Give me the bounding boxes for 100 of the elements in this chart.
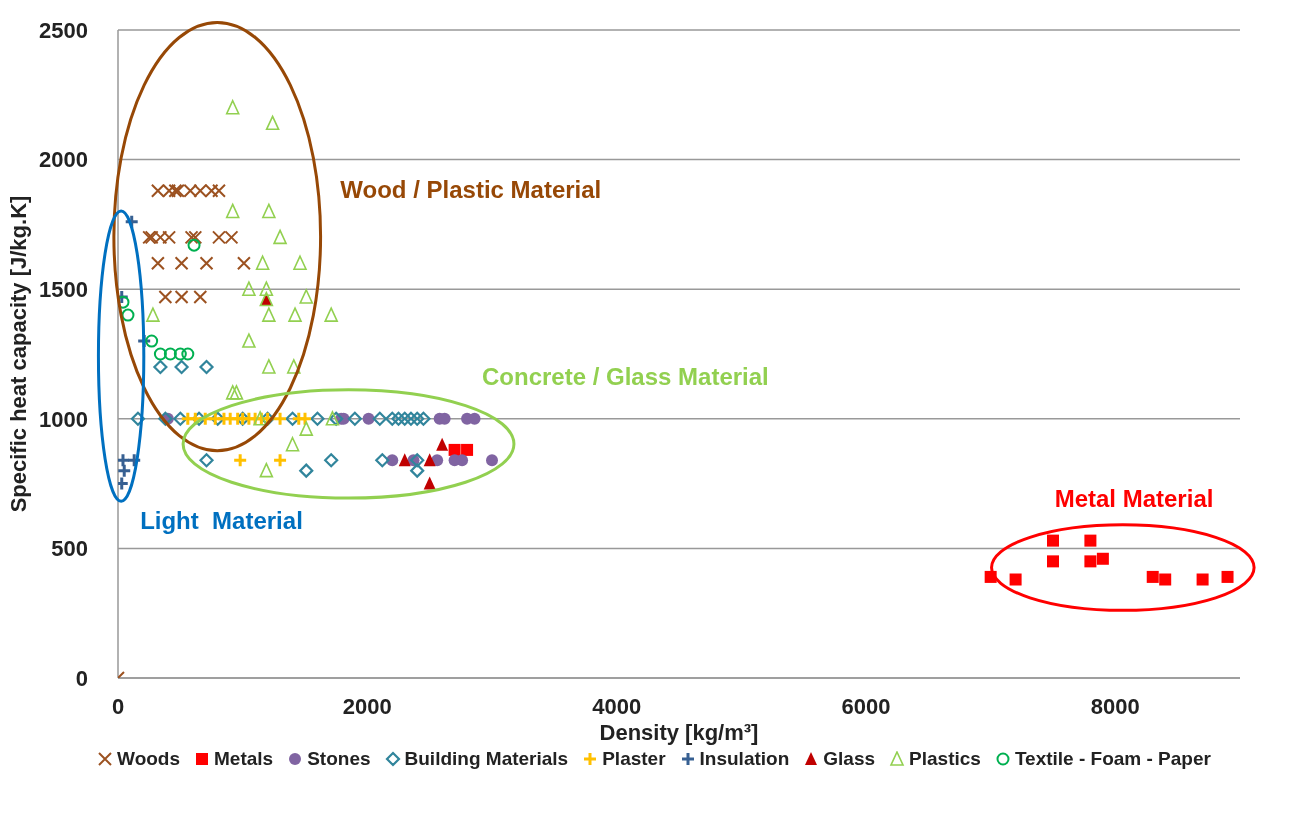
legend-label: Building Materials [404, 748, 569, 770]
point [242, 281, 256, 296]
annotation: Light Material [140, 507, 303, 535]
point [436, 437, 449, 451]
point [461, 443, 474, 456]
point [184, 230, 199, 245]
point [211, 183, 226, 198]
point [375, 453, 390, 468]
point [199, 256, 214, 271]
point [118, 295, 130, 309]
annotation: Wood / Plastic Material [340, 176, 602, 204]
point [150, 256, 165, 271]
point [410, 411, 425, 426]
legend-label: Insulation [699, 748, 790, 770]
point [232, 452, 248, 468]
point [285, 436, 300, 452]
y-tick-label: 1000 [39, 406, 88, 432]
point [403, 411, 419, 426]
point [225, 99, 240, 115]
y-tick-label: 2500 [39, 17, 88, 43]
point [199, 359, 214, 375]
point [423, 453, 436, 467]
point [272, 452, 288, 468]
point [288, 307, 302, 322]
point [486, 454, 498, 467]
point [398, 453, 411, 467]
point [385, 411, 400, 426]
point [181, 347, 195, 361]
point [286, 359, 301, 374]
point [158, 289, 173, 304]
y-tick-label: 2000 [39, 147, 88, 173]
point [229, 385, 244, 400]
point [1159, 573, 1172, 586]
y-tick-label: 1500 [39, 277, 88, 303]
point [423, 476, 436, 490]
legend-label: Woods [117, 748, 181, 770]
point [324, 453, 339, 468]
point [146, 307, 160, 322]
point [145, 334, 159, 348]
point [188, 230, 203, 245]
point [272, 411, 288, 427]
x-tick-label: 2000 [342, 693, 392, 719]
point [153, 347, 167, 361]
point [173, 411, 188, 426]
point [1084, 534, 1097, 547]
point [1221, 570, 1234, 583]
point [1146, 570, 1159, 583]
point [448, 443, 461, 456]
point [293, 255, 307, 271]
point [1084, 555, 1097, 568]
point [325, 411, 340, 426]
point [259, 462, 274, 478]
x-tick-label: 0 [111, 693, 125, 719]
point [416, 411, 431, 426]
point [299, 421, 314, 436]
point [262, 203, 276, 219]
point [265, 115, 280, 131]
point [410, 453, 425, 468]
point [347, 411, 362, 426]
point [255, 255, 270, 271]
point [153, 359, 168, 375]
point [130, 411, 146, 426]
point [118, 463, 132, 479]
point [174, 256, 189, 271]
point [173, 347, 187, 361]
point [299, 463, 314, 478]
point [242, 333, 256, 348]
legend-label: Stones [307, 748, 371, 770]
point [121, 308, 135, 322]
point [199, 453, 214, 468]
point [391, 411, 406, 426]
point [329, 411, 344, 426]
point [1096, 552, 1109, 565]
annotation: Concrete / Glass Material [482, 362, 769, 390]
point [1196, 573, 1209, 586]
point [225, 385, 240, 400]
annotation: Metal Material [1054, 485, 1214, 513]
point [299, 289, 314, 304]
point [259, 281, 274, 296]
legend-label: Metals [214, 748, 274, 770]
point [362, 412, 375, 425]
point [225, 203, 240, 219]
point [236, 256, 251, 271]
legend-label: Plaster [602, 748, 666, 770]
point [187, 238, 201, 252]
point [1047, 555, 1059, 568]
legend-label: Glass [823, 748, 876, 770]
point [410, 463, 425, 478]
x-tick-label: 6000 [841, 693, 891, 719]
point [174, 359, 189, 375]
point [262, 359, 276, 374]
point [174, 289, 189, 304]
y-tick-label: 0 [75, 665, 88, 691]
x-tick-label: 4000 [592, 693, 642, 719]
point [163, 347, 177, 361]
point [372, 411, 387, 426]
point [273, 229, 287, 245]
point [118, 452, 131, 468]
y-axis-title: Specific heat capacity [J/kg.K] [5, 195, 31, 513]
point [397, 411, 412, 426]
